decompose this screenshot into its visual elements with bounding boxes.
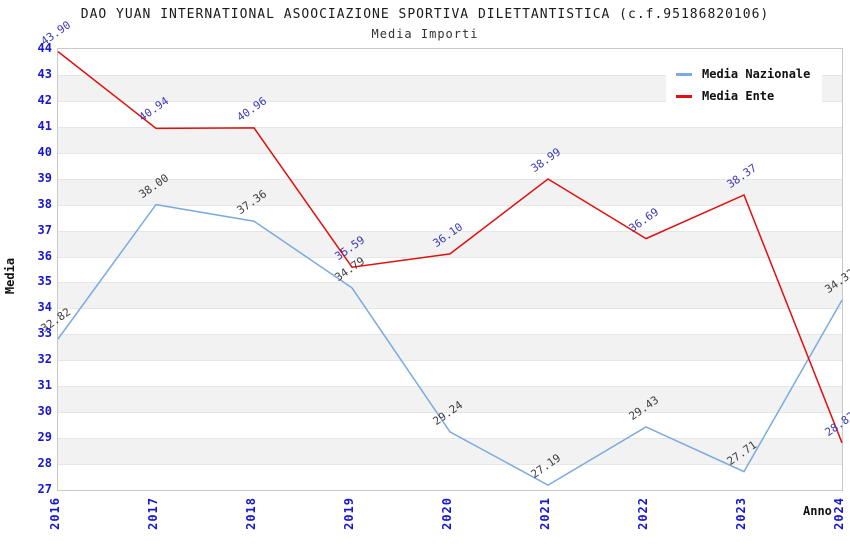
line-media-nazionale	[57, 203, 843, 486]
plot-band	[58, 438, 842, 465]
chart-title: DAO YUAN INTERNATIONAL ASOOCIAZIONE SPOR…	[80, 7, 770, 22]
gridline	[58, 74, 842, 76]
y-tick-label: 35	[37, 274, 52, 289]
gridline	[58, 464, 842, 466]
legend-item-media-ente: Media Ente	[676, 85, 810, 107]
y-tick-label: 44	[37, 41, 52, 55]
y-tick-label: 34	[37, 300, 52, 315]
x-axis-title: Anno	[803, 504, 832, 518]
x-tick-label: 2023	[734, 497, 748, 530]
plot-band	[58, 126, 842, 153]
y-tick-label: 27	[37, 482, 52, 496]
x-tick-label: 2020	[440, 497, 454, 530]
legend: Media Nazionale Media Ente	[666, 56, 823, 114]
legend-line-blue-icon	[676, 72, 692, 76]
gridline	[58, 152, 842, 154]
legend-label-media-ente: Media Ente	[702, 89, 775, 103]
gridline	[58, 386, 842, 388]
chart-subtitle: Media Importi	[371, 27, 479, 41]
y-tick-label: 43	[37, 66, 52, 81]
x-tick-label: 2017	[146, 497, 160, 530]
plot-band	[58, 282, 842, 309]
x-tick-label: 2022	[636, 497, 650, 530]
x-tick-label: 2018	[244, 497, 258, 530]
x-tick-label: 2024	[832, 497, 846, 530]
legend-line-red-icon	[676, 94, 692, 98]
gridline	[58, 308, 842, 310]
legend-item-media-nazionale: Media Nazionale	[676, 63, 810, 85]
gridline	[58, 230, 842, 232]
y-tick-label: 40	[37, 144, 52, 159]
gridline	[58, 282, 842, 284]
gridline	[58, 360, 842, 362]
plot-band	[58, 178, 842, 205]
gridline	[58, 256, 842, 258]
y-tick-label: 37	[37, 222, 52, 237]
y-tick-label: 38	[37, 196, 52, 211]
plot-area: 32.82 38.00 37.36 34.79 29.24 27.19 29.43 27.71…	[39, 18, 850, 491]
plot-band	[58, 230, 842, 257]
y-tick-label: 28	[37, 456, 52, 471]
gridline	[58, 178, 842, 180]
x-tick-label: 2019	[342, 497, 356, 530]
y-tick-label: 39	[37, 170, 52, 185]
y-tick-label: 30	[37, 404, 52, 419]
plot-band	[58, 334, 842, 361]
gridline	[58, 334, 842, 336]
y-tick-label: 32	[37, 352, 52, 367]
gridline	[58, 204, 842, 206]
gridline	[58, 100, 842, 102]
x-tick-label: 2016	[48, 497, 62, 530]
gridline	[58, 126, 842, 128]
legend-label-media-nazionale: Media Nazionale	[702, 67, 811, 81]
y-tick-label: 41	[37, 118, 52, 133]
x-tick-label: 2021	[538, 497, 552, 530]
line-media-ente	[57, 51, 843, 444]
gridline	[58, 412, 842, 414]
y-tick-label: 36	[37, 248, 52, 263]
y-tick-label: 31	[37, 378, 52, 393]
gridline	[58, 438, 842, 440]
y-tick-label: 29	[37, 430, 52, 445]
plot-band	[58, 386, 842, 413]
series-lines	[57, 51, 843, 486]
y-tick-label: 33	[37, 326, 52, 341]
y-tick-label: 42	[37, 92, 52, 107]
